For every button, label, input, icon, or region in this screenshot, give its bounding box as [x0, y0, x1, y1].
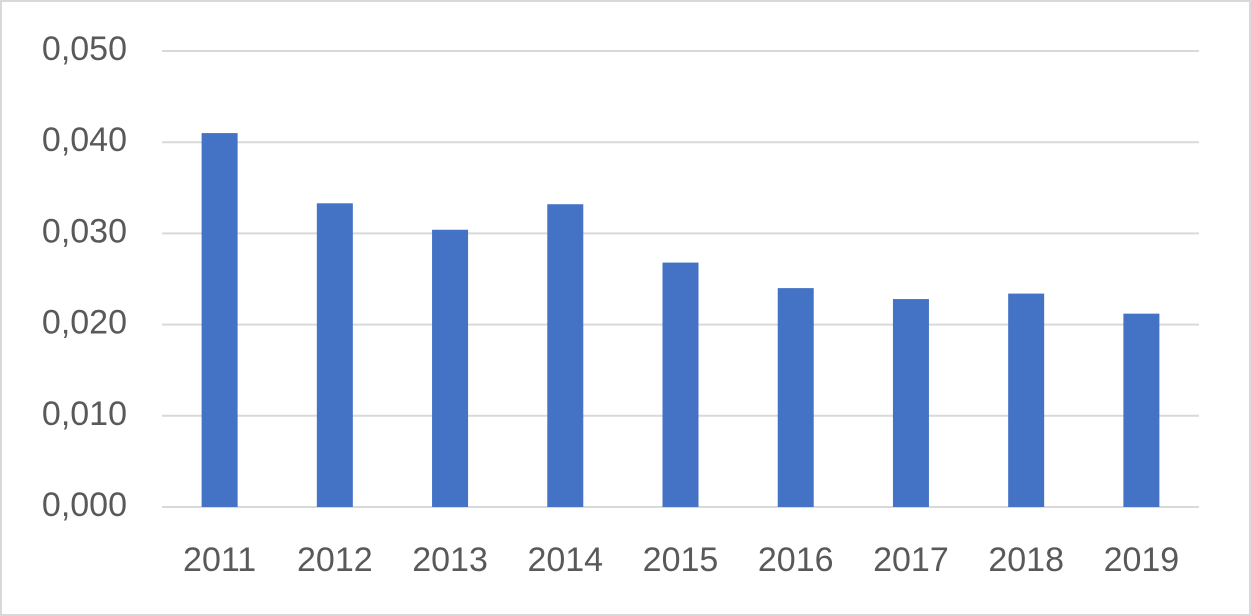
x-tick-label: 2019 — [1104, 541, 1180, 579]
y-tick-label: 0,010 — [42, 395, 127, 433]
x-tick-label: 2013 — [412, 541, 488, 579]
x-tick-label: 2018 — [988, 541, 1064, 579]
x-tick-label: 2016 — [758, 541, 834, 579]
x-tick-label: 2017 — [873, 541, 949, 579]
bar — [892, 299, 929, 507]
y-tick-label: 0,030 — [42, 212, 127, 250]
bar — [201, 133, 238, 507]
bar — [316, 203, 353, 507]
bar — [1008, 293, 1045, 507]
x-tick-label: 2015 — [643, 541, 719, 579]
bar — [777, 288, 814, 507]
x-tick-label: 2012 — [297, 541, 373, 579]
x-tick-label: 2011 — [183, 541, 256, 579]
x-tick-label: 2014 — [527, 541, 603, 579]
y-tick-label: 0,040 — [42, 121, 127, 159]
bar — [1123, 313, 1160, 507]
bar — [662, 262, 699, 507]
bar — [547, 204, 584, 507]
bar — [432, 229, 469, 507]
y-tick-label: 0,000 — [42, 486, 127, 524]
y-tick-label: 0,050 — [42, 30, 127, 68]
y-tick-label: 0,020 — [42, 304, 127, 342]
